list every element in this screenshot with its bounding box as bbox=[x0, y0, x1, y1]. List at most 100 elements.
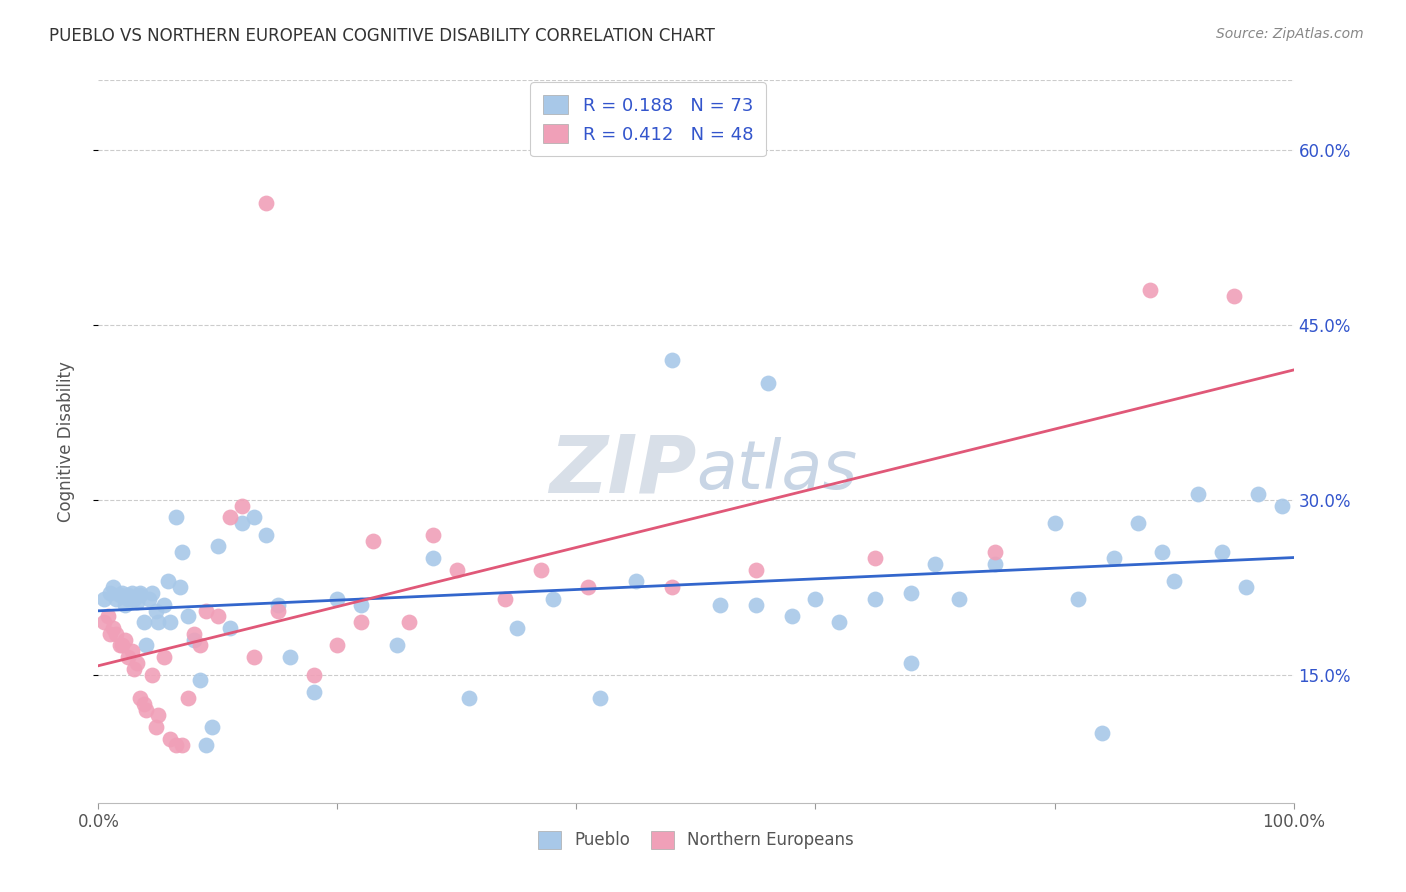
Point bbox=[1211, 545, 1233, 559]
Point bbox=[709, 598, 731, 612]
Point bbox=[1139, 283, 1161, 297]
Point bbox=[458, 690, 481, 705]
Text: atlas: atlas bbox=[696, 437, 858, 503]
Point bbox=[132, 615, 155, 630]
Point bbox=[267, 603, 290, 617]
Point bbox=[350, 598, 373, 612]
Point bbox=[114, 632, 136, 647]
Point bbox=[828, 615, 851, 630]
Point bbox=[924, 557, 946, 571]
Point bbox=[169, 580, 191, 594]
Point bbox=[626, 574, 648, 589]
Point bbox=[129, 690, 152, 705]
Point bbox=[1104, 551, 1126, 566]
Point bbox=[385, 639, 409, 653]
Point bbox=[145, 603, 167, 617]
Point bbox=[135, 702, 157, 716]
Legend: Pueblo, Northern Europeans: Pueblo, Northern Europeans bbox=[529, 821, 863, 860]
Point bbox=[98, 627, 122, 641]
Point bbox=[148, 615, 170, 630]
Point bbox=[165, 510, 187, 524]
Point bbox=[745, 598, 768, 612]
Point bbox=[1043, 516, 1066, 530]
Point bbox=[900, 586, 922, 600]
Point bbox=[132, 697, 155, 711]
Point bbox=[124, 662, 146, 676]
Point bbox=[105, 591, 128, 606]
Point bbox=[195, 603, 218, 617]
Point bbox=[302, 667, 325, 681]
Point bbox=[422, 551, 444, 566]
Point bbox=[231, 516, 253, 530]
Point bbox=[207, 609, 229, 624]
Point bbox=[111, 586, 134, 600]
Point bbox=[745, 563, 768, 577]
Point bbox=[804, 591, 827, 606]
Point bbox=[153, 598, 176, 612]
Point bbox=[125, 656, 148, 670]
Point bbox=[756, 376, 779, 391]
Point bbox=[108, 588, 131, 602]
Point bbox=[183, 627, 205, 641]
Point bbox=[1223, 289, 1246, 303]
Point bbox=[326, 639, 349, 653]
Point bbox=[578, 580, 600, 594]
Point bbox=[1067, 591, 1090, 606]
Point bbox=[1247, 487, 1270, 501]
Point bbox=[105, 627, 128, 641]
Point bbox=[780, 609, 803, 624]
Point bbox=[278, 650, 301, 665]
Point bbox=[111, 639, 134, 653]
Point bbox=[165, 738, 187, 752]
Point bbox=[506, 621, 529, 635]
Point bbox=[267, 598, 290, 612]
Point bbox=[129, 586, 152, 600]
Point bbox=[254, 195, 277, 210]
Point bbox=[117, 588, 139, 602]
Point bbox=[422, 528, 444, 542]
Point bbox=[494, 591, 516, 606]
Point bbox=[350, 615, 373, 630]
Text: PUEBLO VS NORTHERN EUROPEAN COGNITIVE DISABILITY CORRELATION CHART: PUEBLO VS NORTHERN EUROPEAN COGNITIVE DI… bbox=[49, 27, 716, 45]
Point bbox=[254, 528, 277, 542]
Point bbox=[207, 540, 229, 554]
Point bbox=[201, 720, 224, 734]
Point bbox=[153, 650, 176, 665]
Point bbox=[108, 639, 131, 653]
Point bbox=[1128, 516, 1150, 530]
Point bbox=[661, 580, 683, 594]
Point bbox=[117, 650, 139, 665]
Text: Source: ZipAtlas.com: Source: ZipAtlas.com bbox=[1216, 27, 1364, 41]
Point bbox=[1163, 574, 1185, 589]
Point bbox=[661, 353, 683, 368]
Point bbox=[589, 690, 612, 705]
Point bbox=[159, 615, 181, 630]
Point bbox=[101, 580, 124, 594]
Text: ZIP: ZIP bbox=[548, 432, 696, 509]
Point bbox=[1152, 545, 1174, 559]
Point bbox=[243, 510, 266, 524]
Point bbox=[183, 632, 205, 647]
Point bbox=[900, 656, 922, 670]
Point bbox=[117, 591, 139, 606]
Point bbox=[446, 563, 468, 577]
Point bbox=[1187, 487, 1209, 501]
Point bbox=[219, 510, 242, 524]
Point bbox=[541, 591, 564, 606]
Point bbox=[530, 563, 553, 577]
Point bbox=[302, 685, 325, 699]
Point bbox=[93, 615, 115, 630]
Point bbox=[145, 720, 167, 734]
Point bbox=[159, 731, 181, 746]
Point bbox=[177, 690, 200, 705]
Point bbox=[188, 639, 211, 653]
Y-axis label: Cognitive Disability: Cognitive Disability bbox=[56, 361, 75, 522]
Point bbox=[97, 609, 120, 624]
Point bbox=[121, 586, 143, 600]
Point bbox=[243, 650, 266, 665]
Point bbox=[121, 644, 143, 658]
Point bbox=[188, 673, 211, 688]
Point bbox=[177, 609, 200, 624]
Point bbox=[141, 667, 163, 681]
Point bbox=[172, 545, 194, 559]
